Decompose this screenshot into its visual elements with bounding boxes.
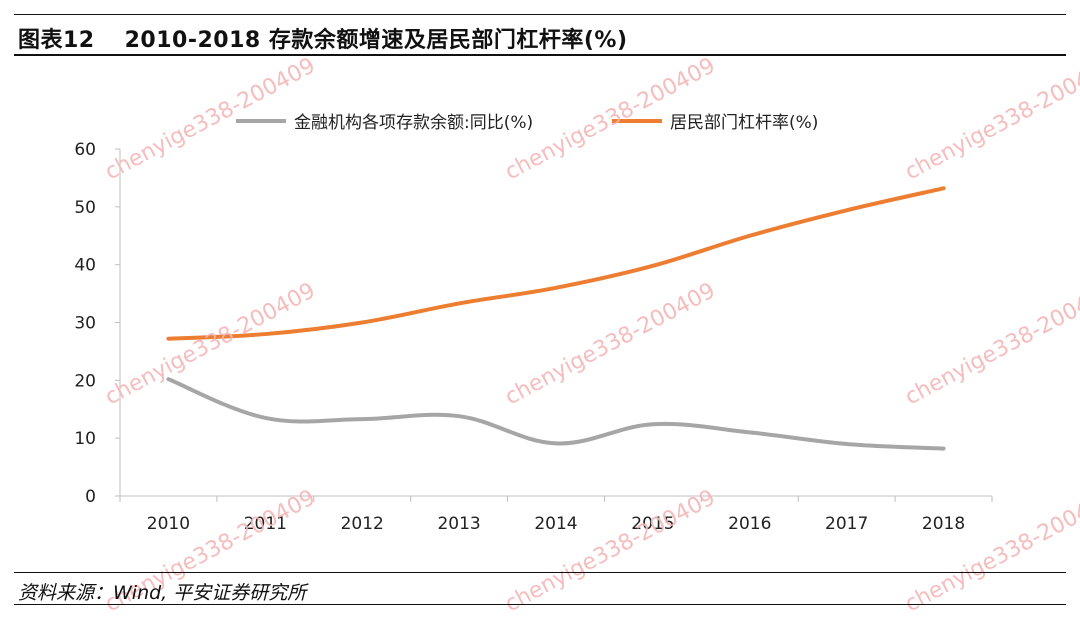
top-rule <box>14 14 1066 15</box>
legend-label: 居民部门杠杆率(%) <box>670 113 818 133</box>
x-tick-label: 2014 <box>534 514 577 534</box>
watermark-text: chenyige338-200409 <box>901 278 1080 410</box>
x-tick-label: 2018 <box>922 514 965 534</box>
title-rule <box>14 54 1066 56</box>
watermark-text: chenyige338-200409 <box>101 278 319 410</box>
chart-series <box>166 186 946 451</box>
x-tick-label: 2010 <box>147 514 190 534</box>
figure-number: 图表12 <box>18 28 95 53</box>
watermark-text: chenyige338-200409 <box>101 53 319 185</box>
series-line-2 <box>166 186 946 341</box>
y-tick-label: 30 <box>74 314 96 334</box>
x-tick-label: 2013 <box>437 514 480 534</box>
x-tick-label: 2012 <box>341 514 384 534</box>
y-tick-label: 60 <box>74 140 96 160</box>
y-tick-label: 10 <box>74 429 96 449</box>
watermark-text: chenyige338-200409 <box>901 485 1080 617</box>
chart-legend: 金融机构各项存款余额:同比(%) 居民部门杠杆率(%) <box>236 113 818 133</box>
x-tick-label: 2016 <box>728 514 771 534</box>
legend-label: 金融机构各项存款余额:同比(%) <box>294 113 533 133</box>
series-line-1 <box>166 377 946 451</box>
y-tick-label: 20 <box>74 371 96 391</box>
x-tick-label: 2015 <box>631 514 674 534</box>
x-tick-label: 2011 <box>244 514 287 534</box>
x-tick-label: 2017 <box>825 514 868 534</box>
source-note: 资料来源：Wind, 平安证券研究所 <box>18 582 307 604</box>
chart-axes: 0 10 20 30 40 50 60 2010 2011 2012 2013 2014 2015 201… <box>74 140 993 534</box>
watermark-text: chenyige338-200409 <box>501 485 719 617</box>
watermark-text: chenyige338-200409 <box>501 278 719 410</box>
y-tick-label: 50 <box>74 198 96 218</box>
bottom-rule <box>14 604 1066 605</box>
y-tick-label: 40 <box>74 256 96 276</box>
y-tick-label: 0 <box>85 487 96 507</box>
watermark-text: chenyige338-200409 <box>901 53 1080 185</box>
figure-header: 图表12 2010-2018 存款余额增速及居民部门杠杆率(%) <box>18 22 628 54</box>
bottom-rule-top <box>14 572 1066 573</box>
figure-title: 2010-2018 存款余额增速及居民部门杠杆率(%) <box>124 28 628 53</box>
